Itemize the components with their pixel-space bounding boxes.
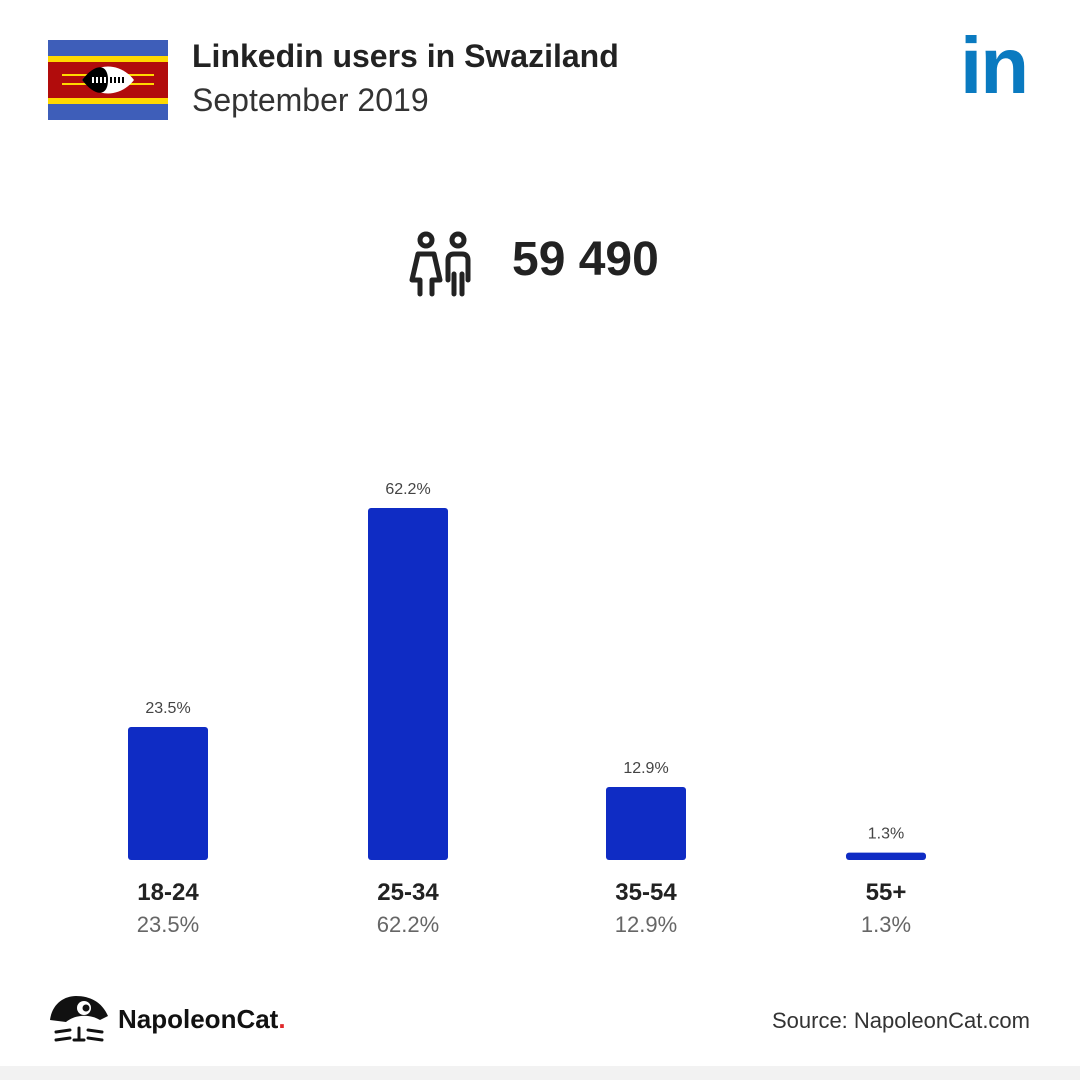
napoleoncat-logo-icon (50, 996, 108, 1042)
swaziland-flag-icon (48, 40, 168, 120)
bar-35-54 (606, 786, 686, 860)
total-users-value: 59 490 (512, 233, 659, 286)
bar-value-label: 62.2% (385, 481, 430, 498)
category-label: 25-34 (377, 879, 439, 906)
category-label: 35-54 (615, 879, 677, 906)
page-subtitle: September 2019 (192, 82, 429, 118)
category-label: 55+ (866, 879, 907, 906)
users-icon (409, 231, 471, 297)
category-percent-label: 62.2% (377, 912, 439, 937)
bar-value-label: 1.3% (868, 826, 904, 843)
brand-name: NapoleonCat. (118, 1004, 286, 1035)
page-title: Linkedin users in Swaziland (192, 38, 619, 74)
source-text: Source: NapoleonCat.com (771, 1008, 1030, 1033)
category-percent-label: 23.5% (137, 912, 199, 937)
category-percent-label: 1.3% (861, 912, 911, 937)
bottom-strip (0, 1066, 1080, 1080)
bar-value-label: 23.5% (145, 700, 190, 717)
bar-18-24 (128, 727, 208, 860)
bar-55+ (846, 852, 926, 860)
bar-25-34 (368, 508, 448, 860)
age-bar-chart: 23.5% 18-24 23.5% 62.2% 25-34 62.2% 12.9% 35-54… (128, 481, 926, 937)
brand-dot: . (278, 1004, 286, 1034)
linkedin-logo-icon: in (960, 21, 1029, 110)
category-percent-label: 12.9% (615, 912, 677, 937)
brand-name-text: NapoleonCat (118, 1004, 279, 1034)
bar-value-label: 12.9% (623, 760, 668, 777)
category-label: 18-24 (137, 879, 199, 906)
